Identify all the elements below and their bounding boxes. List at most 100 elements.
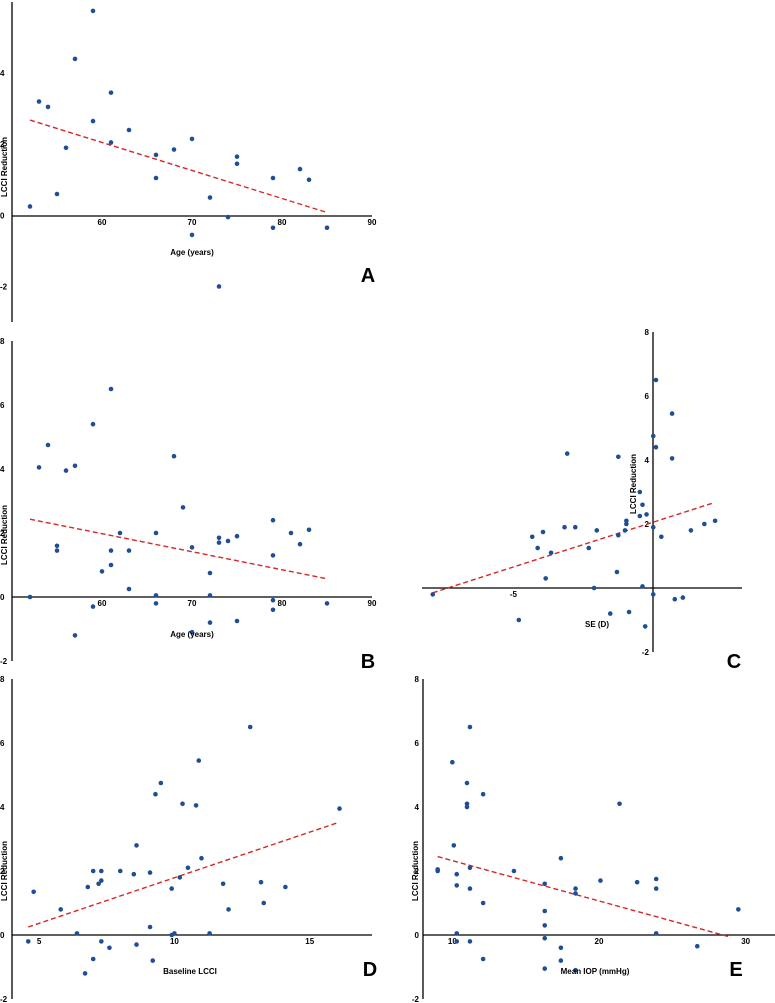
data-point-c-16 (614, 569, 620, 575)
data-point-e-25 (558, 945, 564, 951)
panel-label-b: B (361, 651, 375, 673)
y-tick-label-d-5: 8 (0, 675, 5, 684)
data-point-c-22 (640, 502, 645, 508)
data-point-e-5 (454, 883, 460, 888)
y-tick-label-d-3: 4 (0, 803, 5, 812)
trendline-b (29, 518, 328, 580)
data-point-a-10 (126, 127, 132, 133)
data-point-d-27 (185, 865, 191, 871)
y-tick-label-a-3: 4 (0, 69, 5, 78)
data-point-d-38 (337, 806, 342, 811)
tick-labels-e: 10 20 30 -2 0 2 4 6 8 (412, 675, 751, 1003)
y-axis-label-d: LCCI Reduction (0, 841, 9, 901)
data-point-d-29 (196, 758, 202, 763)
x-tick-label-b-3: 90 (368, 599, 377, 608)
data-point-b-30 (234, 533, 240, 539)
data-point-b-38 (306, 527, 312, 533)
data-point-e-33 (653, 876, 659, 882)
data-point-e-24 (558, 855, 564, 861)
data-point-e-7 (454, 939, 460, 944)
data-point-b-37 (297, 541, 303, 547)
data-point-e-19 (542, 881, 548, 887)
data-point-d-8 (96, 881, 101, 887)
y-tick-label-d-1: 0 (0, 931, 5, 940)
x-axis-label-e: Mean IOP (mmHg) (561, 967, 630, 976)
data-point-e-6 (454, 931, 460, 936)
data-point-a-16 (207, 195, 213, 200)
data-point-b-31 (234, 618, 240, 624)
y-tick-label-d-2: 2 (0, 867, 5, 876)
data-point-d-0 (25, 939, 31, 944)
data-point-c-25 (640, 584, 645, 589)
data-point-c-11 (591, 585, 597, 591)
y-tick-label-b-2: 2 (0, 529, 5, 538)
data-point-b-24 (207, 570, 213, 576)
data-point-c-2 (529, 534, 535, 540)
data-point-b-26 (207, 620, 213, 625)
panel-label-e: E (729, 959, 742, 981)
data-point-e-37 (736, 907, 741, 912)
panel-label-d: D (363, 959, 377, 981)
x-axis-label-b: Age (years) (170, 630, 214, 639)
trendline-c (432, 502, 713, 594)
y-tick-label-e-3: 4 (415, 803, 420, 812)
data-point-a-11 (153, 175, 159, 181)
data-point-a-3 (54, 191, 60, 197)
data-point-e-30 (598, 878, 603, 883)
y-axis-label-c: LCCI Reduction (629, 454, 638, 514)
data-point-b-8 (90, 421, 96, 427)
data-point-c-13 (607, 611, 613, 616)
data-point-d-17 (147, 870, 153, 875)
data-point-c-5 (548, 550, 554, 556)
data-point-d-35 (258, 879, 264, 885)
data-point-b-7 (72, 633, 78, 638)
x-tick-label-a-2: 80 (278, 218, 287, 227)
data-point-a-24 (306, 177, 312, 183)
data-point-e-12 (467, 865, 473, 871)
data-point-a-19 (234, 154, 240, 159)
data-point-c-14 (616, 454, 621, 460)
data-point-a-5 (72, 56, 78, 62)
data-point-c-23 (637, 513, 643, 519)
data-point-a-12 (153, 152, 159, 158)
x-tick-label-d-0: 5 (37, 937, 42, 946)
x-tick-label-a-0: 60 (98, 218, 107, 227)
data-point-e-10 (464, 804, 470, 810)
data-point-b-28 (216, 540, 222, 545)
data-point-c-18 (624, 521, 629, 527)
data-point-d-37 (283, 884, 288, 890)
data-point-e-13 (467, 886, 473, 891)
chart-panel-d: 5 10 15 -2 0 2 4 6 8 Baseline LCCI LCCI Reductio… (0, 675, 377, 1003)
data-point-a-21 (270, 225, 276, 231)
data-point-c-6 (543, 576, 548, 581)
chart-panel-e: 10 20 30 -2 0 2 4 6 8 Mean IOP (mmHg) LCCI Reduc… (411, 675, 775, 1003)
data-point-c-20 (626, 609, 632, 615)
data-point-d-32 (220, 881, 226, 887)
data-point-d-36 (261, 900, 267, 906)
data-point-c-29 (653, 377, 659, 383)
data-point-d-6 (90, 868, 96, 874)
x-tick-label-b-0: 60 (98, 599, 107, 608)
x-tick-label-a-1: 70 (188, 218, 197, 227)
data-point-a-4 (63, 145, 69, 151)
y-tick-label-c-3: 6 (645, 392, 650, 401)
trendline-e (437, 855, 732, 938)
x-tick-label-e-1: 20 (595, 937, 604, 946)
y-tick-label-d-0: -2 (0, 995, 8, 1003)
data-point-a-2 (45, 104, 51, 110)
data-point-e-32 (634, 879, 640, 885)
data-point-b-5 (63, 468, 69, 473)
tick-labels-b: 60 70 80 90 -2 0 2 4 6 8 (0, 337, 377, 666)
data-point-d-2 (58, 907, 64, 912)
x-axis-label-c: SE (D) (585, 620, 609, 629)
data-point-a-9 (108, 140, 114, 145)
y-tick-label-e-2: 2 (415, 867, 420, 876)
data-point-b-33 (270, 553, 276, 558)
data-point-a-23 (297, 166, 303, 172)
tick-labels-a: 60 70 80 90 -2 0 2 4 (0, 69, 377, 291)
data-point-e-8 (464, 780, 470, 786)
data-point-d-24 (172, 931, 177, 936)
data-point-e-4 (454, 871, 460, 877)
data-point-e-9 (464, 801, 470, 807)
data-point-a-14 (189, 136, 195, 142)
